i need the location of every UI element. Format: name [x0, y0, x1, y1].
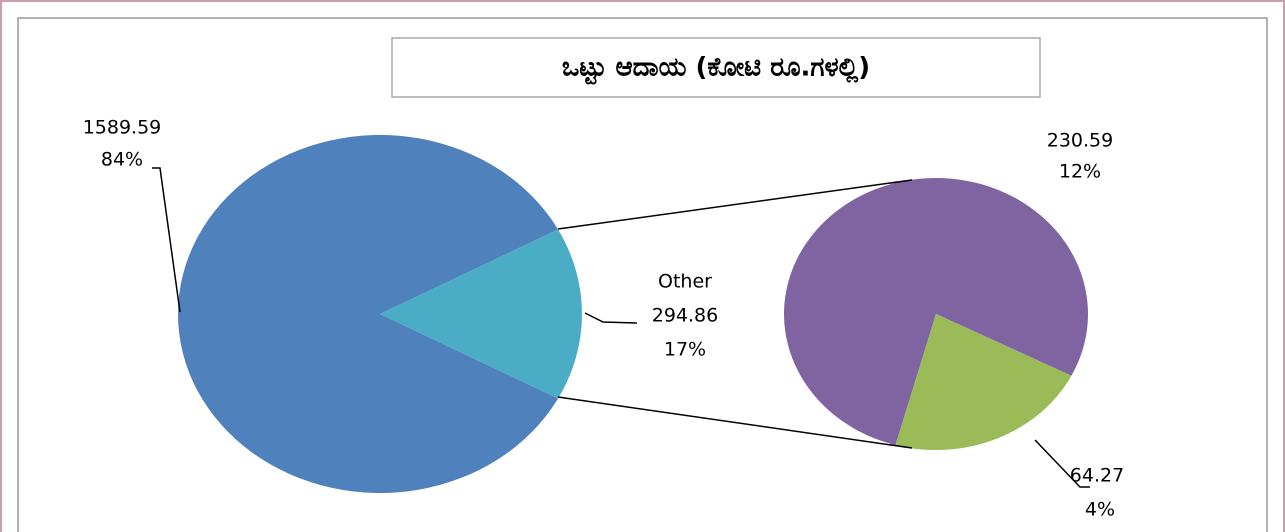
- connector: [557, 396, 913, 449]
- pie-slice: [895, 314, 1072, 450]
- leader-line: [152, 167, 181, 313]
- data-label: 12%: [1059, 161, 1101, 183]
- data-label: 84%: [101, 149, 143, 171]
- data-label: 64.27: [1070, 465, 1124, 487]
- pie-slice: [178, 135, 559, 494]
- leader-line: [1034, 439, 1090, 488]
- data-label: 294.86: [652, 305, 718, 327]
- title-box: [391, 37, 1041, 98]
- chart-title: ಒಟ್ಟು ಆದಾಯ (ಕೋಟಿ ರೂ.ಗಳಲ್ಲಿ): [562, 53, 870, 86]
- data-label: 17%: [664, 339, 706, 361]
- leader-line: [584, 312, 638, 324]
- pie-slice: [783, 178, 1088, 446]
- data-label: 4%: [1085, 499, 1115, 521]
- data-label: 230.59: [1047, 130, 1113, 152]
- data-label: 1589.59: [83, 117, 162, 139]
- pie-slice: [380, 229, 582, 399]
- pies: [178, 135, 1088, 494]
- connector: [557, 179, 913, 230]
- data-label: Other: [658, 271, 712, 293]
